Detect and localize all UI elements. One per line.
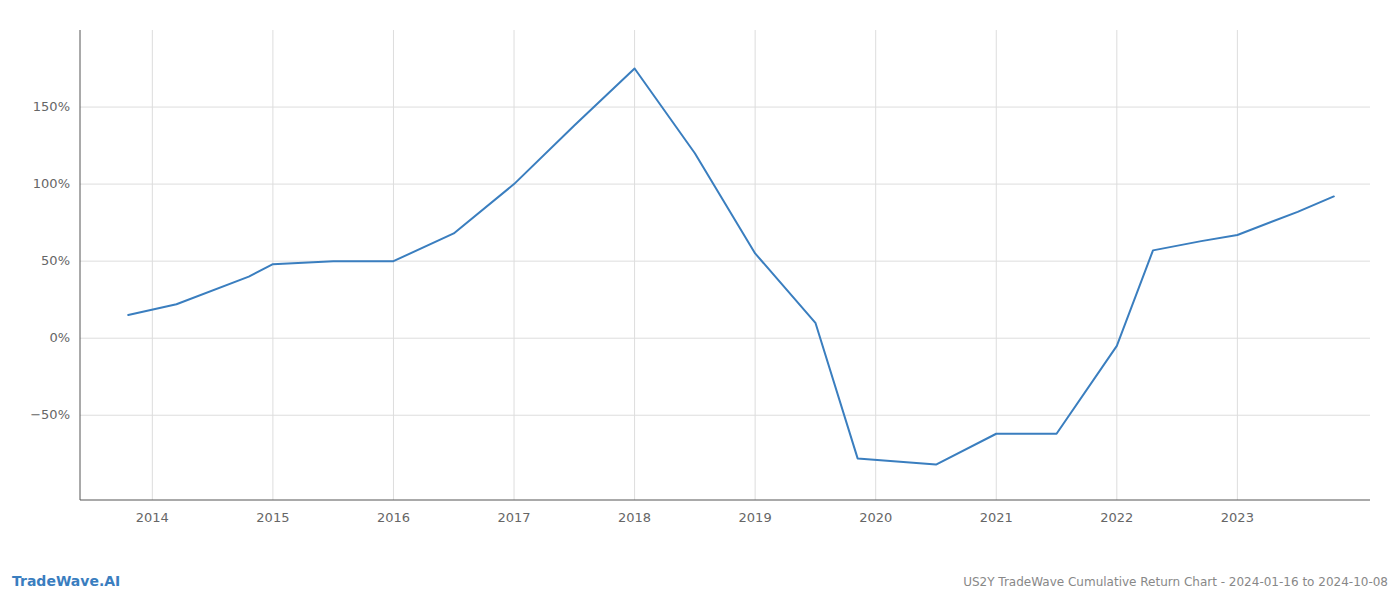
y-tick-label: 150% [33,99,70,114]
x-grid-line [514,30,515,500]
x-tick-label: 2018 [618,510,651,525]
y-grid-line [80,415,1370,416]
x-tick-label: 2021 [980,510,1013,525]
x-axis-line [80,500,1370,501]
x-tick-label: 2022 [1100,510,1133,525]
x-grid-line [152,30,153,500]
x-tick-label: 2017 [497,510,530,525]
footer-left: TradeWave.AI [12,573,120,589]
y-grid-line [80,184,1370,185]
footer-right: US2Y TradeWave Cumulative Return Chart -… [963,575,1388,589]
line [128,69,1334,465]
x-tick-label: 2019 [739,510,772,525]
grid [80,30,1370,500]
y-grid-line [80,107,1370,108]
x-grid-line [996,30,997,500]
x-tick-label: 2014 [136,510,169,525]
x-grid-line [634,30,635,500]
x-grid-line [393,30,394,500]
x-grid-line [875,30,876,500]
data-group [128,69,1334,465]
chart-svg: −50% 0% 50% 100% 150% 2014 2015 2016 2017 2018 201… [0,0,1400,600]
x-tick-label: 2015 [256,510,289,525]
y-tick-label: 0% [49,330,70,345]
x-grid-line [1116,30,1117,500]
x-grid-line [1237,30,1238,500]
y-tick-label: 100% [33,176,70,191]
y-grid-line [80,261,1370,262]
y-tick-label: 50% [41,253,70,268]
x-tick-label: 2016 [377,510,410,525]
x-tick-label: 2023 [1221,510,1254,525]
axes: −50% 0% 50% 100% 150% 2014 2015 2016 2017 2018 201… [30,30,1370,525]
chart-container: −50% 0% 50% 100% 150% 2014 2015 2016 2017 2018 201… [0,0,1400,600]
x-grid-line [755,30,756,500]
x-tick-label: 2020 [859,510,892,525]
y-axis-line [80,30,81,500]
y-grid-line [80,338,1370,339]
y-tick-label: −50% [30,407,70,422]
